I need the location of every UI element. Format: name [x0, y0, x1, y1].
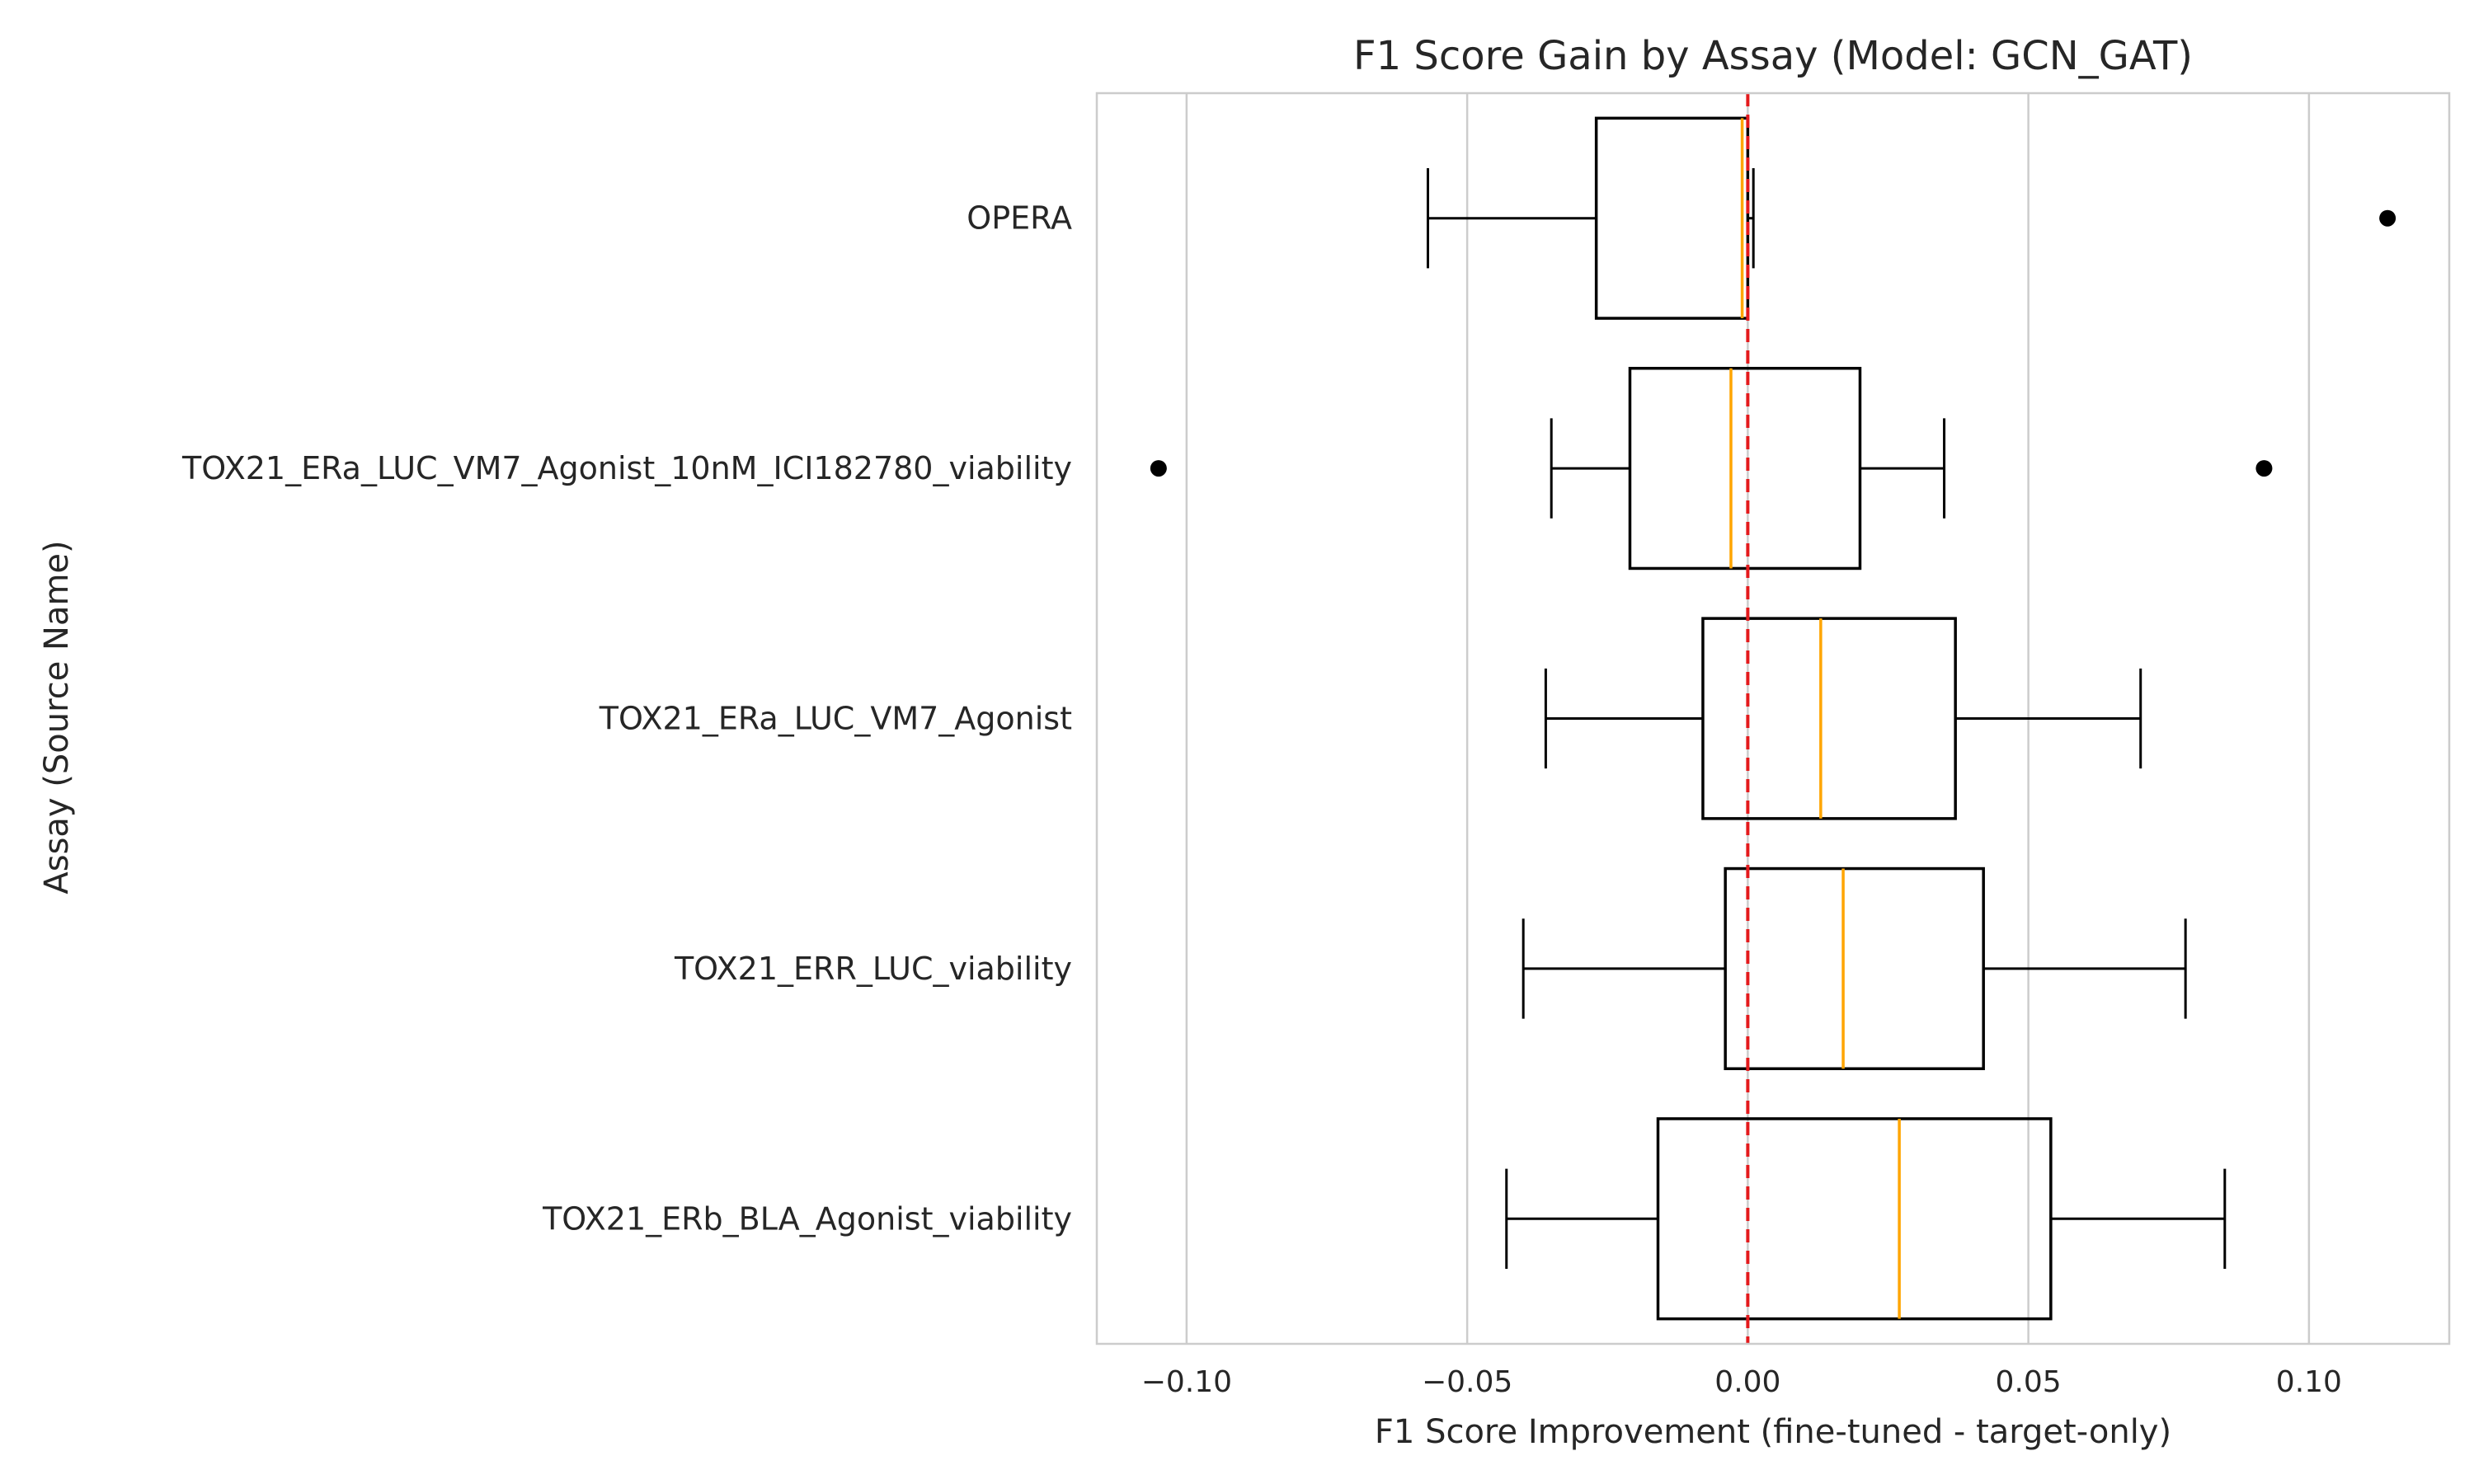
category-label: TOX21_ERa_LUC_VM7_Agonist_10nM_ICI182780…: [181, 450, 1072, 486]
outlier-point: [1150, 460, 1167, 477]
chart-title: F1 Score Gain by Assay (Model: GCN_GAT): [1353, 33, 2193, 79]
x-tick-label: 0.10: [2276, 1365, 2342, 1399]
x-tick-label: −0.10: [1141, 1365, 1232, 1399]
category-label: OPERA: [967, 200, 1072, 237]
boxes-layer: [1150, 93, 2396, 1344]
box-iqr: [1628, 366, 1862, 571]
y-axis-label: Assay (Source Name): [38, 540, 76, 894]
x-ticks: −0.10 −0.05 0.00 0.05 0.10: [1141, 1365, 2342, 1399]
box-3: [1544, 617, 2142, 820]
x-tick-label: 0.00: [1714, 1365, 1780, 1399]
x-axis-label: F1 Score Improvement (fine-tuned - targe…: [1375, 1413, 2171, 1451]
category-labels: OPERA TOX21_ERa_LUC_VM7_Agonist_10nM_ICI1…: [181, 200, 1072, 1237]
box-5: [1505, 1117, 2227, 1321]
box-iqr: [1594, 116, 1750, 320]
outlier-point: [2255, 460, 2273, 477]
outlier-point: [2379, 209, 2396, 227]
category-label: TOX21_ERa_LUC_VM7_Agonist: [599, 701, 1072, 737]
plot-frame: [1095, 92, 2451, 1345]
box-2: [1150, 366, 2273, 571]
box-iqr: [1724, 866, 1985, 1071]
box-4: [1522, 866, 2187, 1071]
x-tick-label: 0.05: [1996, 1365, 2062, 1399]
box-1: [1426, 116, 2396, 320]
category-label: TOX21_ERb_BLA_Agonist_viability: [542, 1200, 1072, 1237]
category-label: TOX21_ERR_LUC_viability: [674, 951, 1072, 987]
box-iqr: [1656, 1117, 2053, 1321]
box-iqr: [1701, 617, 1957, 820]
x-tick-label: −0.05: [1422, 1365, 1512, 1399]
